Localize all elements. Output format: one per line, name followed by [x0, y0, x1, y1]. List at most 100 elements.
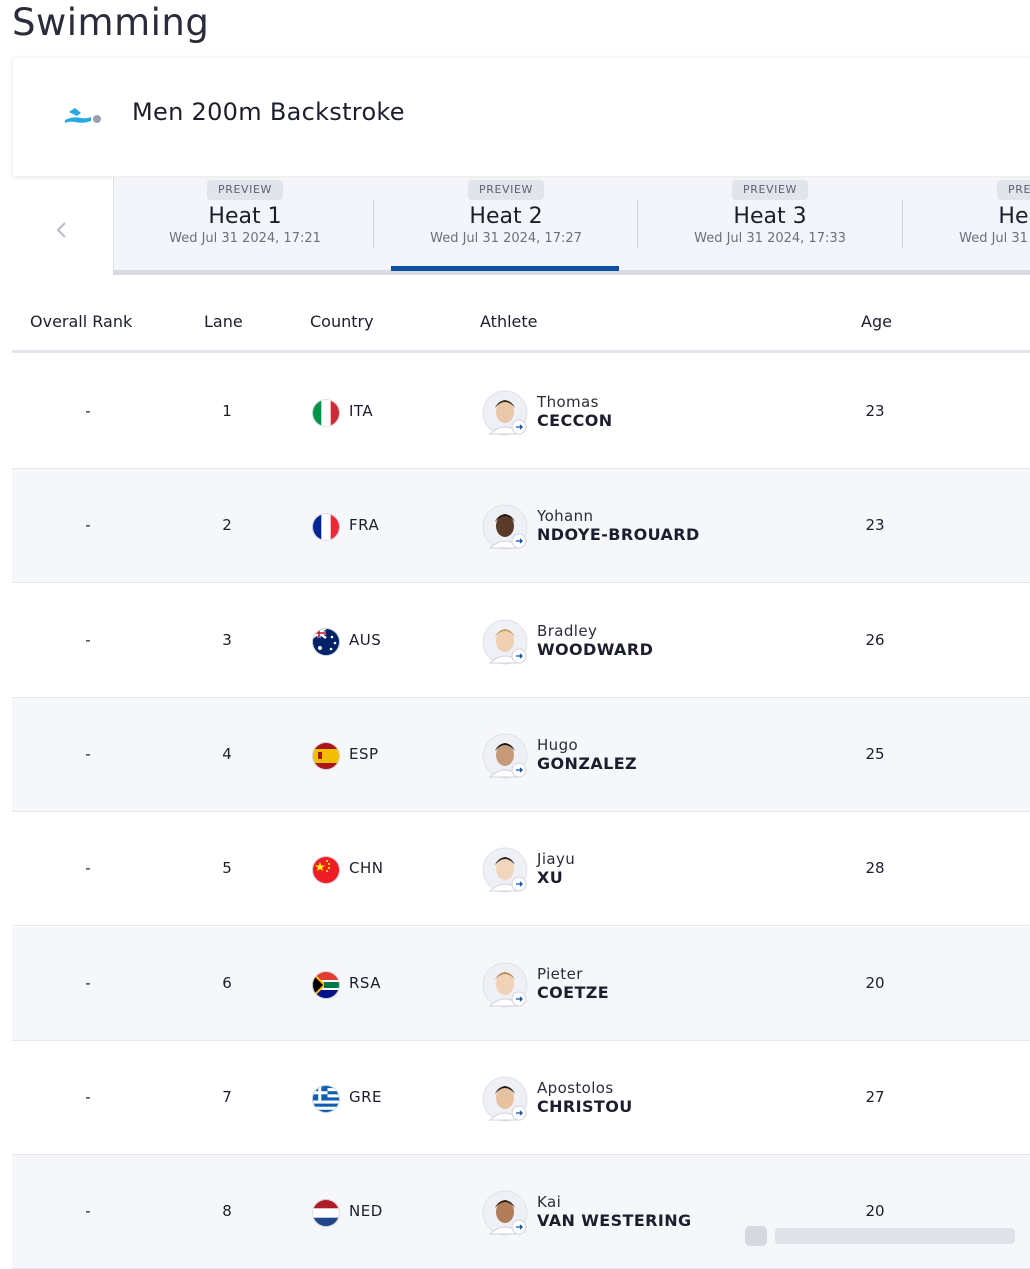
- heat-tabs: PREVIEW Heat 1 Wed Jul 31 2024, 17:21 PR…: [113, 178, 1030, 270]
- header-country[interactable]: Country: [310, 312, 374, 331]
- athlete-age: 28: [865, 859, 885, 878]
- tabs-track: [113, 270, 1030, 275]
- overall-rank: -: [85, 744, 91, 763]
- athlete-age: 27: [865, 1087, 885, 1106]
- tab-heat-1[interactable]: PREVIEW Heat 1 Wed Jul 31 2024, 17:21: [114, 178, 376, 270]
- overall-rank: -: [85, 973, 91, 992]
- heat-time: Wed Jul 31 2024, 17:39: [959, 231, 1030, 246]
- athlete-avatar[interactable]: [482, 619, 528, 665]
- athlete-avatar[interactable]: [482, 962, 528, 1008]
- country-code: RSA: [349, 973, 381, 992]
- athlete-last-name[interactable]: CECCON: [537, 411, 613, 430]
- athlete-avatar[interactable]: [482, 733, 528, 779]
- athlete-avatar[interactable]: [482, 390, 528, 436]
- flag-icon: [312, 513, 340, 542]
- athlete-first-name[interactable]: Kai: [537, 1193, 562, 1212]
- athlete-last-name[interactable]: CHRISTOU: [537, 1096, 633, 1116]
- lane-number: 2: [222, 516, 232, 535]
- flag-icon: [312, 1084, 340, 1113]
- table-row[interactable]: - 6 RSA Pieter COETZE 20: [12, 926, 1030, 1041]
- tab-divider: [637, 200, 638, 248]
- athlete-age: 20: [865, 973, 885, 992]
- preview-badge: PREVIEW: [731, 180, 809, 200]
- preview-badge: PREVIEW: [996, 180, 1030, 200]
- flag-icon: [312, 741, 340, 770]
- athlete-last-name[interactable]: COETZE: [537, 982, 610, 1002]
- country-code: ITA: [349, 402, 374, 420]
- country-code: GRE: [349, 1087, 383, 1106]
- header-divider: [12, 350, 1030, 353]
- athlete-age: 26: [865, 630, 885, 649]
- athlete-first-name[interactable]: Bradley: [537, 621, 598, 640]
- table-row[interactable]: - 8 NED Kai VAN WESTERING 20: [12, 1155, 1030, 1269]
- table-row[interactable]: - 3 AUS Bradley WOODWARD 26: [12, 584, 1030, 698]
- event-name: Men 200m Backstroke: [132, 98, 405, 126]
- athlete-first-name[interactable]: Pieter: [537, 964, 583, 983]
- overall-rank: -: [85, 516, 91, 535]
- lane-number: 8: [222, 1202, 232, 1221]
- header-athlete[interactable]: Athlete: [480, 312, 538, 331]
- heat-time: Wed Jul 31 2024, 17:33: [694, 231, 846, 246]
- table-row[interactable]: - 4 ESP Hugo GONZALEZ 25: [12, 697, 1030, 812]
- header-age[interactable]: Age: [861, 312, 892, 331]
- heat-label: Heat 1: [208, 204, 282, 229]
- lane-number: 3: [222, 630, 232, 649]
- athlete-avatar[interactable]: [482, 1190, 528, 1236]
- flag-icon: [312, 1199, 340, 1228]
- watermark: [745, 1226, 1015, 1246]
- athlete-first-name[interactable]: Apostolos: [537, 1078, 614, 1097]
- flag-icon: [312, 399, 340, 427]
- table-row[interactable]: - 5 CHN Jiayu XU 28: [12, 812, 1030, 927]
- lane-number: 1: [222, 402, 232, 420]
- active-tab-indicator: [391, 266, 619, 271]
- table-row[interactable]: - 7 GRE Apostolos CHRISTOU 27: [12, 1041, 1030, 1155]
- tab-heat-4[interactable]: PREVIEW Heat 4 Wed Jul 31 2024, 17:39: [904, 178, 1030, 270]
- heat-selector: PREVIEW Heat 1 Wed Jul 31 2024, 17:21 PR…: [0, 178, 1030, 278]
- header-overall-rank[interactable]: Overall Rank: [30, 312, 133, 331]
- overall-rank: -: [85, 859, 91, 878]
- country-code: AUS: [349, 630, 382, 649]
- flag-icon: [312, 856, 340, 885]
- athlete-age: 23: [865, 402, 885, 420]
- country-code: FRA: [349, 516, 380, 535]
- athlete-last-name[interactable]: WOODWARD: [537, 639, 654, 659]
- country-code: CHN: [349, 859, 384, 878]
- heat-label: Heat 3: [733, 204, 807, 229]
- page-title: Swimming: [12, 1, 210, 44]
- preview-badge: PREVIEW: [467, 180, 545, 200]
- heat-label: Heat 2: [469, 204, 543, 229]
- chevron-left-icon[interactable]: [50, 218, 74, 242]
- preview-badge: PREVIEW: [206, 180, 284, 200]
- lane-number: 6: [222, 973, 232, 992]
- athlete-last-name[interactable]: XU: [537, 868, 564, 888]
- heat-time: Wed Jul 31 2024, 17:27: [430, 231, 582, 246]
- tab-heat-2[interactable]: PREVIEW Heat 2 Wed Jul 31 2024, 17:27: [375, 178, 637, 270]
- athlete-first-name[interactable]: Hugo: [537, 735, 579, 754]
- overall-rank: -: [85, 1087, 91, 1106]
- header-lane[interactable]: Lane: [204, 312, 243, 331]
- athlete-last-name[interactable]: GONZALEZ: [537, 753, 638, 773]
- athlete-first-name[interactable]: Thomas: [537, 393, 599, 411]
- swimming-pictogram-icon: [65, 108, 101, 123]
- athlete-avatar[interactable]: [482, 1076, 528, 1122]
- flag-icon: [312, 970, 340, 999]
- overall-rank: -: [85, 630, 91, 649]
- athlete-age: 23: [865, 516, 885, 535]
- lane-number: 4: [222, 744, 232, 763]
- table-row[interactable]: - 1 ITA Thomas CECCON 23: [12, 355, 1030, 469]
- lane-number: 5: [222, 859, 232, 878]
- athlete-age: 25: [865, 744, 885, 763]
- athlete-avatar[interactable]: [482, 847, 528, 893]
- tab-heat-3[interactable]: PREVIEW Heat 3 Wed Jul 31 2024, 17:33: [639, 178, 901, 270]
- athlete-last-name[interactable]: NDOYE-BROUARD: [537, 525, 700, 545]
- athlete-first-name[interactable]: Jiayu: [537, 850, 576, 869]
- heat-time: Wed Jul 31 2024, 17:21: [169, 231, 321, 246]
- tab-divider: [373, 200, 374, 248]
- country-code: NED: [349, 1202, 383, 1221]
- athlete-first-name[interactable]: Yohann: [537, 507, 594, 526]
- athlete-last-name[interactable]: VAN WESTERING: [537, 1211, 692, 1231]
- flag-icon: [312, 627, 340, 656]
- athlete-avatar[interactable]: [482, 504, 528, 550]
- table-row[interactable]: - 2 FRA Yohann NDOYE-BROUARD 23: [12, 469, 1030, 584]
- overall-rank: -: [85, 402, 91, 420]
